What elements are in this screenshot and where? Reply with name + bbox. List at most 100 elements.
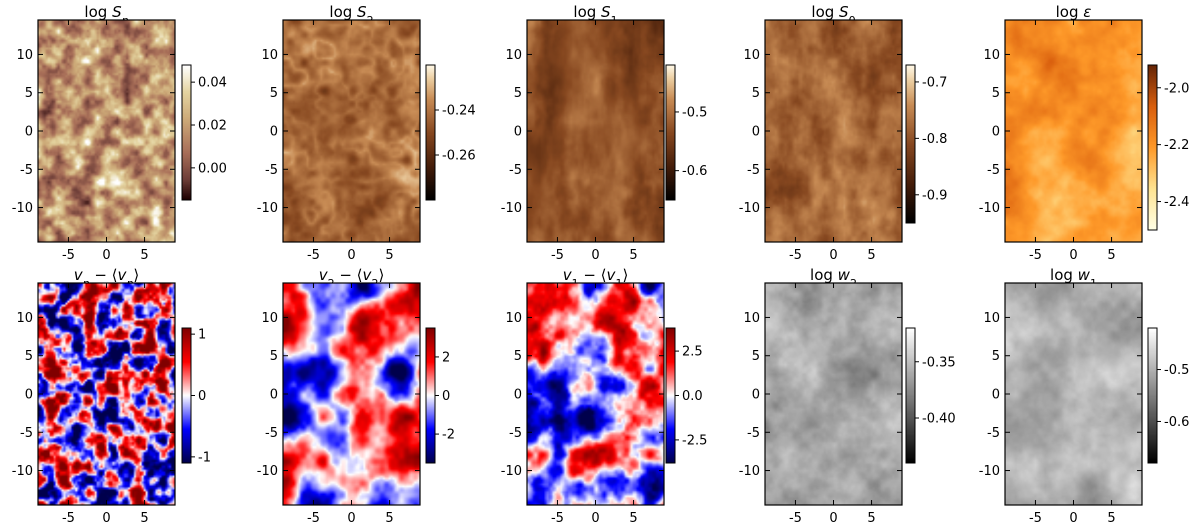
heatmap-image [283, 283, 420, 505]
colorbar-frame [665, 64, 676, 201]
heatmap-image [38, 20, 175, 242]
y-tick-label: -5 [265, 426, 278, 441]
y-tick-label: -10 [257, 201, 278, 216]
colorbar [666, 328, 675, 463]
colorbar-tick-label: -0.5 [1164, 363, 1189, 378]
x-tick-label: -5 [551, 248, 564, 263]
x-tick-label: 5 [867, 248, 875, 263]
y-tick-label: -10 [12, 201, 33, 216]
colorbar-tick-label: 0.0 [682, 389, 703, 404]
colorbar [182, 65, 191, 200]
y-tick-label: 10 [505, 311, 522, 326]
heatmap-image [765, 283, 902, 505]
y-tick-label: 0 [270, 125, 278, 140]
y-tick-label: 10 [983, 48, 1000, 63]
x-tick-label: 5 [140, 248, 148, 263]
x-tick-label: 0 [591, 511, 599, 525]
y-tick-label: 10 [261, 311, 278, 326]
x-tick-label: -5 [62, 248, 75, 263]
y-tick-label: -10 [739, 201, 760, 216]
y-tick-label: 5 [25, 349, 33, 364]
x-tick-label: -5 [1029, 248, 1042, 263]
colorbar-tick-label: -0.24 [442, 104, 476, 119]
x-tick-label: 5 [629, 248, 637, 263]
x-tick-label: 0 [102, 511, 110, 525]
y-tick-label: -5 [987, 163, 1000, 178]
y-tick-label: 5 [992, 349, 1000, 364]
colorbar-tick-label: -2.4 [1164, 195, 1189, 210]
y-tick-label: -10 [979, 464, 1000, 479]
x-tick-label: 5 [385, 248, 393, 263]
y-tick-label: 0 [752, 125, 760, 140]
colorbar-tick-label: -0.6 [682, 164, 707, 179]
y-tick-label: 5 [992, 86, 1000, 101]
y-tick-label: 5 [25, 86, 33, 101]
x-tick-label: 0 [1069, 511, 1077, 525]
panel-5: log ε -5 0 5 10 5 0 -5 -10 -2.0 -2.2 -2.4 [979, 3, 1190, 263]
x-tick-label: 5 [1107, 511, 1115, 525]
colorbar [1148, 328, 1157, 463]
colorbar-tick-label: -0.35 [922, 355, 956, 370]
y-tick-label: 10 [743, 48, 760, 63]
colorbar-tick-label: 2 [442, 350, 450, 365]
colorbar-frame [1147, 327, 1158, 464]
colorbar-tick-label: -2.2 [1164, 138, 1189, 153]
colorbar-tick-label: -0.8 [922, 132, 947, 147]
colorbar-tick-label: -1 [198, 450, 211, 465]
colorbar [906, 328, 915, 463]
x-tick-label: -5 [307, 248, 320, 263]
colorbar [906, 65, 915, 223]
y-tick-label: -10 [257, 464, 278, 479]
y-tick-label: 10 [505, 48, 522, 63]
heatmap-image [527, 20, 664, 242]
y-tick-label: 0 [514, 125, 522, 140]
heatmap-image [527, 283, 664, 505]
colorbar-tick-label: -2 [442, 428, 455, 443]
x-tick-label: -5 [307, 511, 320, 525]
colorbar-tick-label: -0.26 [442, 149, 476, 164]
x-tick-label: 0 [347, 248, 355, 263]
colorbar-tick-label: 2.5 [682, 345, 703, 360]
y-tick-label: 10 [743, 311, 760, 326]
x-tick-label: 5 [385, 511, 393, 525]
colorbar-tick-label: -2.5 [682, 433, 707, 448]
y-tick-label: 0 [270, 388, 278, 403]
colorbar-frame [1147, 64, 1158, 231]
colorbar [182, 328, 191, 463]
y-tick-label: -5 [747, 163, 760, 178]
y-tick-label: -5 [747, 426, 760, 441]
x-tick-label: -5 [789, 511, 802, 525]
y-tick-label: -10 [12, 464, 33, 479]
heatmap-image [283, 20, 420, 242]
heatmap-image [1005, 283, 1142, 505]
x-tick-label: 5 [867, 511, 875, 525]
y-tick-label: 0 [514, 388, 522, 403]
x-tick-label: 0 [347, 511, 355, 525]
panel-title: log ε [1056, 3, 1092, 21]
y-tick-label: 0 [752, 388, 760, 403]
y-tick-label: -5 [20, 426, 33, 441]
y-tick-label: 5 [270, 86, 278, 101]
y-tick-label: 10 [261, 48, 278, 63]
x-tick-label: 0 [591, 248, 599, 263]
y-tick-label: 0 [25, 125, 33, 140]
colorbar [666, 65, 675, 200]
colorbar-tick-label: -0.7 [922, 75, 947, 90]
x-tick-label: 5 [1107, 248, 1115, 263]
heatmap-image [1005, 20, 1142, 242]
y-tick-label: -5 [265, 163, 278, 178]
heatmap-image [765, 20, 902, 242]
colorbar [1148, 65, 1157, 230]
y-tick-label: -10 [501, 201, 522, 216]
y-tick-label: 0 [25, 388, 33, 403]
x-tick-label: 0 [829, 511, 837, 525]
y-tick-label: 5 [514, 86, 522, 101]
x-tick-label: -5 [551, 511, 564, 525]
y-tick-label: -5 [509, 426, 522, 441]
